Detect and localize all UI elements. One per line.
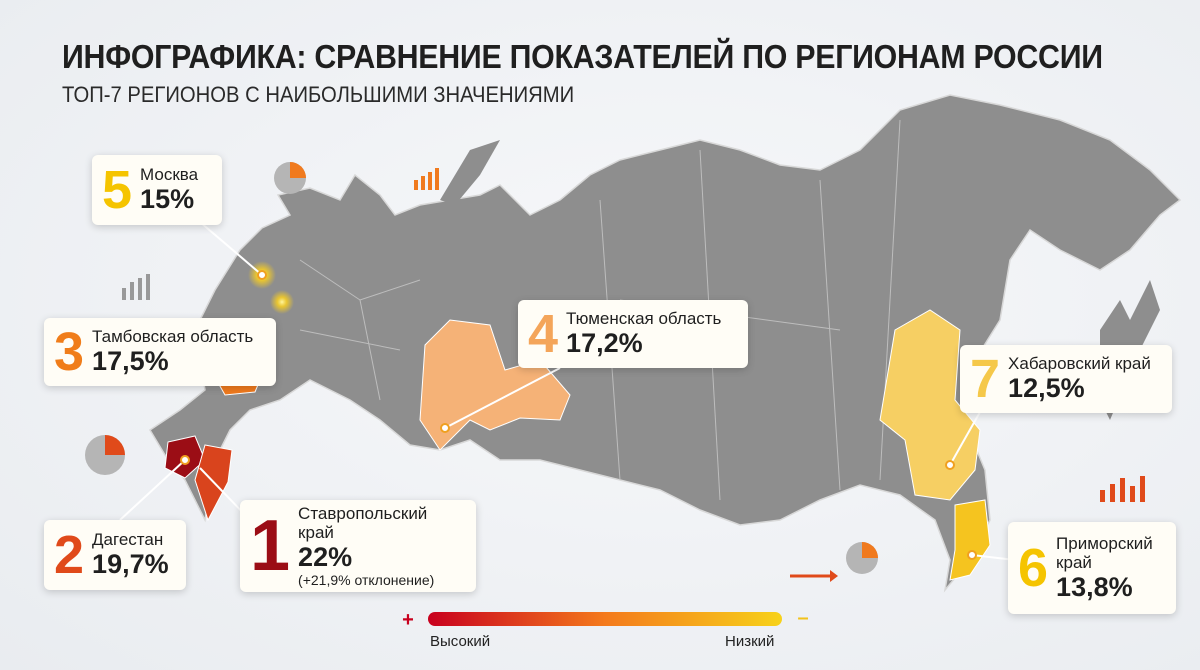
- subtitle: ТОП-7 РЕГИОНОВ С НАИБОЛЬШИМИ ЗНАЧЕНИЯМИ: [62, 82, 575, 107]
- legend-low: Низкий: [725, 633, 775, 650]
- rank: 4: [528, 304, 559, 364]
- region-note: (+21,9% отклонение): [298, 572, 435, 589]
- region-name: Москва: [140, 165, 199, 185]
- callout: 1 Ставропольский край 22% (+21,9% отклонен…: [240, 500, 476, 592]
- region-value: 22%: [298, 541, 353, 572]
- region-name: Тамбовская область: [92, 327, 254, 347]
- region-value: 17,2%: [566, 327, 643, 358]
- rank: 2: [54, 525, 85, 585]
- region-tyumen: [419, 319, 571, 451]
- region-name: Ставропольский край: [298, 503, 428, 543]
- rank: 3: [54, 322, 85, 382]
- rank: 5: [102, 160, 133, 220]
- region-name: Приморский край: [1056, 533, 1153, 573]
- callout: 5 Москва 15%: [92, 155, 222, 225]
- legend-plus: +: [402, 609, 414, 631]
- island: [440, 140, 500, 205]
- legend-gradient: [428, 612, 782, 626]
- legend-minus: –: [797, 607, 808, 629]
- region-primorsky: [949, 499, 991, 581]
- rank: 1: [250, 506, 291, 586]
- region-value: 17,5%: [92, 345, 169, 376]
- callout: 2 Дагестан 19,7%: [44, 520, 186, 590]
- rank: 7: [970, 349, 1001, 409]
- moscow-glow: [270, 290, 294, 314]
- region-name: Хабаровский край: [1008, 354, 1151, 374]
- callout: 4 Тюменская область 17,2%: [518, 300, 748, 368]
- region-khabarovsk: [879, 309, 981, 501]
- callout: 7 Хабаровский край 12,5%: [960, 345, 1172, 413]
- rank: 6: [1018, 538, 1049, 598]
- region-value: 19,7%: [92, 548, 169, 579]
- region-value: 13,8%: [1056, 571, 1133, 602]
- title: ИНФОГРАФИКА: СРАВНЕНИЕ ПОКАЗАТЕЛЕЙ ПО РЕ…: [62, 38, 1103, 75]
- legend-high: Высокий: [430, 633, 491, 650]
- region-value: 15%: [140, 183, 195, 214]
- region-name: Тюменская область: [566, 309, 722, 329]
- icons: [85, 162, 1145, 582]
- region-name: Дагестан: [92, 530, 164, 550]
- region-value: 12,5%: [1008, 372, 1085, 403]
- callout: 6 Приморский край 13,8%: [1008, 522, 1176, 614]
- callout: 3 Тамбовская область 17,5%: [44, 318, 276, 386]
